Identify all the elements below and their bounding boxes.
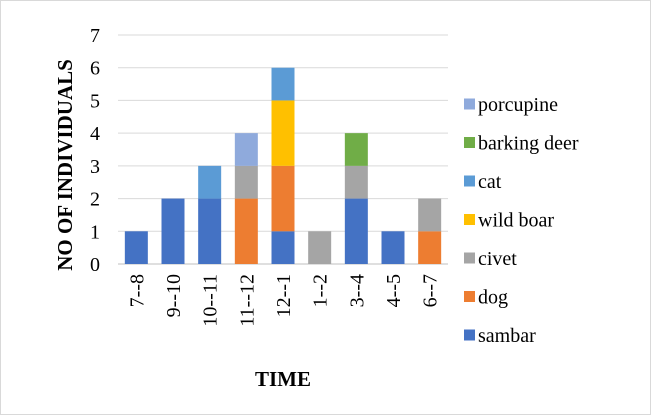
x-tick-label: 6--7	[420, 274, 442, 307]
bar-segment-sambar	[198, 198, 222, 264]
y-axis-title: NO OF INDIVIDUALS	[53, 59, 77, 271]
x-tick-label: 10--11	[200, 274, 222, 327]
x-tick-labels: 7--8 9--10 10--11 11--12 12--1 1--2 3--4 4--5 6-…	[126, 274, 441, 327]
y-tick-label: 4	[90, 123, 100, 145]
bar-segment-sambar	[344, 198, 368, 264]
legend-item-barking-deer: barking deer	[464, 133, 579, 155]
bar-segment-dog	[418, 231, 442, 264]
y-tick-label: 2	[90, 189, 100, 211]
legend-swatch	[464, 252, 475, 264]
legend-swatch	[464, 175, 475, 187]
legend-label: sambar	[478, 325, 536, 347]
legend-item-dog: dog	[464, 287, 508, 309]
x-tick-label: 12--1	[273, 274, 295, 317]
legend: porcupine barking deer cat wild boar civet do…	[464, 94, 579, 347]
x-tick-label: 1--2	[310, 274, 332, 307]
bar-segment-civet	[234, 165, 258, 199]
legend-label: dog	[478, 287, 508, 309]
bar-segment-cat	[198, 165, 222, 199]
legend-item-porcupine: porcupine	[464, 94, 558, 116]
bar-segment-cat	[271, 67, 295, 101]
legend-swatch	[464, 98, 475, 110]
bar-segment-wild-boar	[271, 100, 295, 166]
y-tick-labels: 0 1 2 3 4 5 6 7	[90, 25, 100, 276]
y-tick-label: 6	[90, 58, 100, 80]
y-tick-label: 0	[90, 254, 100, 276]
legend-label: cat	[478, 171, 502, 193]
y-tick-label: 5	[90, 90, 100, 112]
bar-segment-dog	[234, 198, 258, 264]
legend-item-civet: civet	[464, 248, 517, 270]
legend-label: civet	[478, 248, 517, 270]
bar-segment-sambar	[381, 231, 405, 264]
legend-label: porcupine	[478, 94, 558, 116]
y-tick-label: 3	[90, 156, 100, 178]
bar-segment-sambar	[124, 231, 148, 264]
bar-segment-civet	[418, 198, 442, 232]
legend-item-cat: cat	[464, 171, 502, 193]
bar-segment-sambar	[161, 198, 185, 264]
x-tick-label: 3--4	[346, 274, 368, 307]
x-axis-title: TIME	[255, 367, 311, 391]
legend-label: barking deer	[478, 133, 579, 155]
legend-item-sambar: sambar	[464, 325, 536, 347]
y-tick-label: 1	[90, 221, 100, 243]
y-tick-label: 7	[90, 25, 100, 47]
bar-segment-porcupine	[234, 133, 258, 166]
legend-swatch	[464, 291, 475, 302]
bar-segment-barking-deer	[344, 133, 368, 166]
x-tick-label: 9--10	[163, 274, 185, 317]
bars	[124, 67, 442, 264]
legend-item-wild-boar: wild boar	[464, 210, 554, 232]
x-tick-label: 4--5	[383, 274, 405, 307]
bar-segment-civet	[308, 231, 332, 264]
bar-segment-dog	[271, 165, 295, 232]
x-tick-label: 7--8	[126, 274, 148, 307]
legend-swatch	[464, 329, 475, 341]
bar-segment-civet	[344, 165, 368, 199]
legend-swatch	[464, 214, 475, 225]
bar-segment-sambar	[271, 231, 295, 264]
x-tick-label: 11--12	[236, 274, 258, 327]
legend-swatch	[464, 137, 475, 148]
legend-label: wild boar	[478, 210, 554, 232]
